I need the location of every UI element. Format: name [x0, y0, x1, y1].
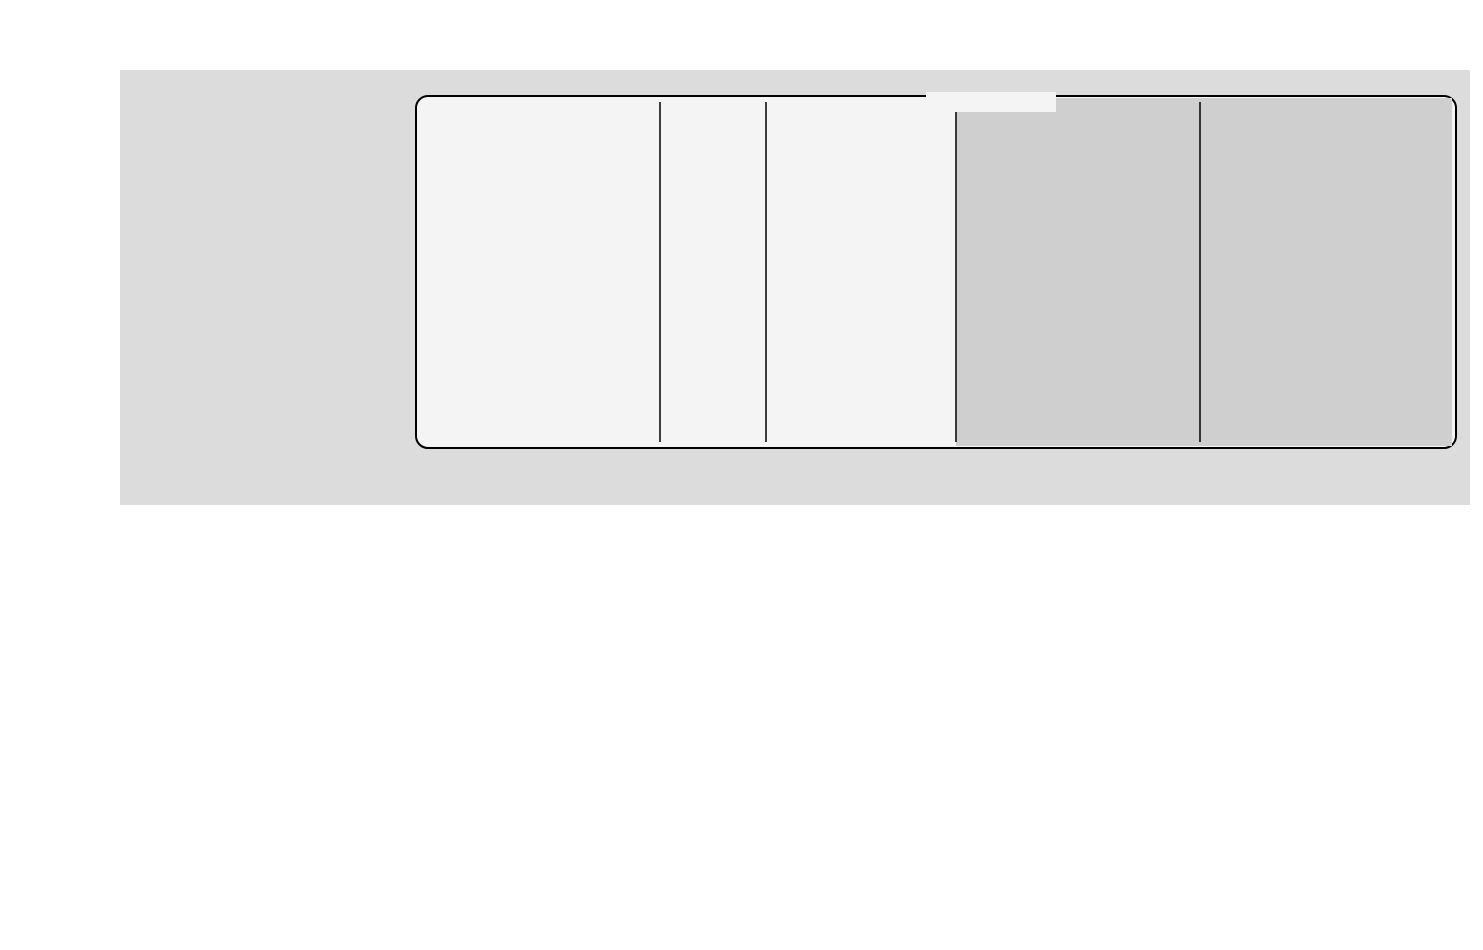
extra-section-bg	[956, 98, 1200, 446]
speakers-header-bg	[926, 92, 1056, 112]
extra-section-bg	[1200, 98, 1452, 446]
